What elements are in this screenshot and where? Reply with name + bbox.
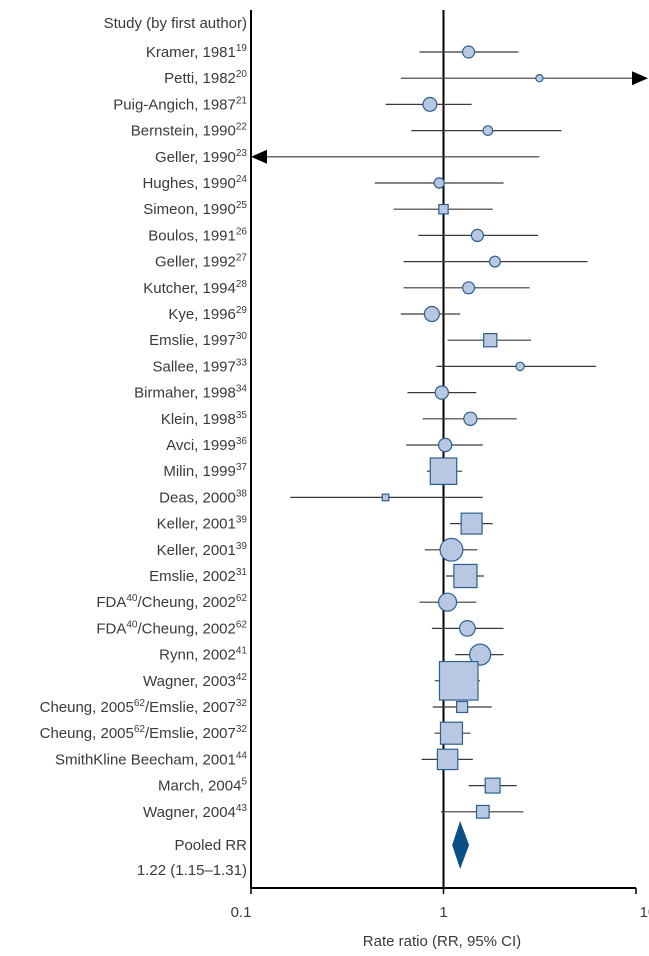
x-axis-label: Rate ratio (RR, 95% CI) [363,933,521,950]
study-label: Geller, 199023 [155,148,247,166]
study-label: Hughes, 199024 [142,174,247,192]
study-marker-square [460,512,483,535]
study-label: Milin, 199937 [163,462,247,480]
study-label: Keller, 200139 [157,541,248,559]
study-label: Kramer, 198119 [146,43,248,61]
study-marker-circle [422,96,438,112]
x-tick-label: 10 [640,904,649,921]
study-label: Cheung, 200562/Emslie, 200732 [40,724,248,742]
study-label: Wagner, 200342 [143,672,247,690]
pooled-ci-text: 1.22 (1.15–1.31) [137,862,247,879]
pooled-label: Pooled RR [174,837,247,854]
study-marker-square [429,457,458,485]
study-marker-circle [535,73,544,83]
study-marker-square [438,203,449,215]
study-marker-circle [433,177,445,189]
study-label: Birmaher, 199834 [134,384,247,402]
study-marker-circle [423,305,440,323]
study-label: Bernstein, 199022 [131,122,248,140]
study-marker-circle [458,620,476,637]
study-marker-circle [461,281,476,295]
study-label: Simeon, 199025 [143,200,247,218]
study-marker-circle [439,537,464,562]
study-marker-circle [437,437,453,453]
study-marker-circle [470,228,484,242]
study-marker-square [475,804,490,819]
study-label: Keller, 200139 [157,515,248,533]
study-marker-square [484,777,501,794]
study-label: Emslie, 199730 [149,331,247,349]
study-label: March, 20045 [158,777,247,795]
ci-arrow-left [251,149,267,164]
study-label: FDA40/Cheung, 200262 [96,593,247,611]
x-tick-label: 1 [439,904,447,921]
study-label: Avci, 199936 [166,436,247,454]
study-marker-square [438,660,479,701]
plot-layer: 0.1 1 10 Kramer, 198119 Petti, 198220 Puig-An… [40,10,649,921]
study-label: Klein, 199835 [161,410,248,428]
study-label: Kye, 199629 [168,305,247,323]
study-label: Sallee, 199733 [152,357,247,375]
study-marker-square [381,493,390,502]
study-marker-square [439,721,464,745]
study-label: Wagner, 200443 [143,803,247,821]
study-marker-circle [461,45,476,59]
study-label: Boulos, 199126 [148,226,247,244]
pooled-diamond [452,821,470,869]
study-marker-circle [437,592,458,612]
study-label: Geller, 199227 [155,253,247,271]
study-marker-circle [488,255,501,268]
study-marker-square [436,748,459,771]
ci-arrow-right [632,71,648,86]
study-label: Petti, 198220 [164,69,247,87]
study-label: FDA40/Cheung, 200262 [96,619,247,637]
study-marker-square [483,333,498,348]
study-marker-square [453,563,478,589]
study-label: Emslie, 200231 [149,567,247,585]
study-marker-circle [469,643,492,666]
study-label: Deas, 200038 [159,488,247,506]
study-marker-circle [482,125,494,137]
study-label: SmithKline Beecham, 200144 [55,750,247,768]
study-column-header: Study (by first author) [104,15,247,32]
study-label: Kutcher, 199428 [143,279,247,297]
x-tick-label: 0.1 [231,904,252,921]
study-marker-square [456,700,469,714]
study-label: Cheung, 200562/Emslie, 200732 [40,698,248,716]
study-marker-circle [515,361,525,372]
study-marker-circle [463,411,478,426]
study-marker-circle [434,385,450,400]
study-label: Puig-Angich, 198721 [113,95,247,113]
study-label: Rynn, 200241 [159,646,247,664]
